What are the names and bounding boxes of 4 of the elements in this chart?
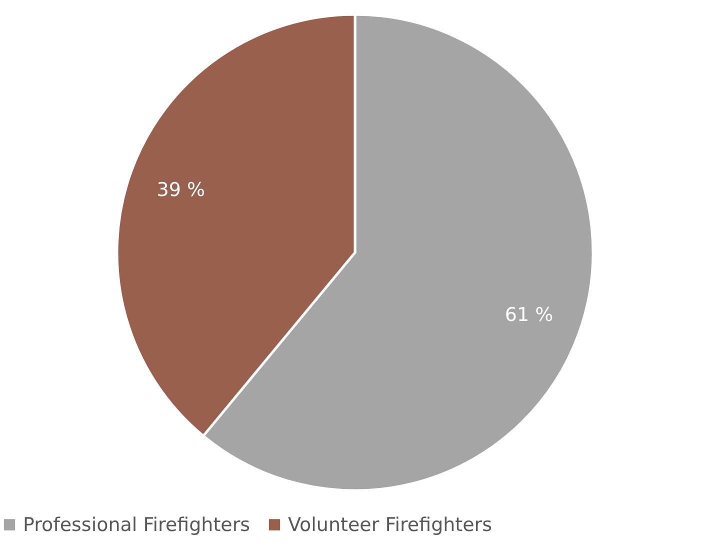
- data-label: 61 %: [504, 304, 554, 326]
- legend-label: Professional Firefighters: [23, 514, 250, 536]
- legend-label: Volunteer Firefighters: [288, 514, 492, 536]
- data-label: 39 %: [156, 178, 206, 201]
